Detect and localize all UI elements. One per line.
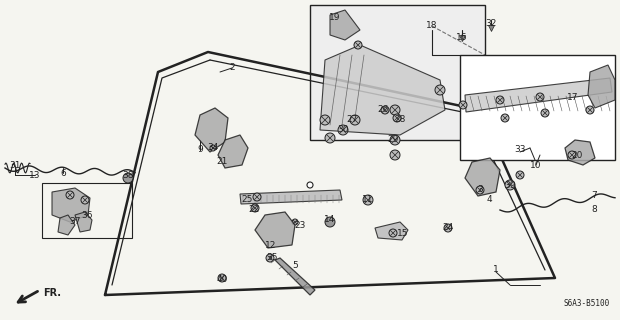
Text: 34: 34 [207, 143, 219, 153]
Circle shape [393, 114, 401, 122]
Circle shape [459, 101, 467, 109]
Circle shape [218, 274, 226, 282]
Circle shape [292, 219, 298, 225]
Circle shape [381, 106, 389, 114]
Circle shape [210, 145, 216, 151]
Text: 23: 23 [294, 220, 306, 229]
Polygon shape [195, 108, 228, 152]
Circle shape [435, 85, 445, 95]
Text: 39: 39 [504, 180, 516, 189]
Polygon shape [375, 222, 408, 240]
Circle shape [444, 224, 452, 232]
Polygon shape [330, 10, 360, 40]
Polygon shape [588, 65, 615, 108]
Text: 12: 12 [265, 241, 277, 250]
Text: 24: 24 [443, 223, 454, 233]
Circle shape [568, 151, 576, 159]
Text: 30: 30 [337, 125, 348, 134]
Circle shape [66, 191, 74, 199]
Text: 14: 14 [324, 215, 335, 225]
Text: 33: 33 [514, 146, 526, 155]
Text: FR.: FR. [43, 288, 61, 298]
Text: 16: 16 [456, 34, 467, 43]
Polygon shape [218, 135, 248, 168]
Text: 6: 6 [60, 169, 66, 178]
Circle shape [320, 115, 330, 125]
Circle shape [81, 196, 89, 204]
Text: 29: 29 [388, 135, 399, 145]
Text: 9: 9 [197, 146, 203, 155]
Text: 13: 13 [29, 171, 41, 180]
Circle shape [496, 96, 504, 104]
Polygon shape [75, 212, 92, 232]
Polygon shape [58, 215, 75, 235]
Polygon shape [465, 78, 612, 112]
Circle shape [253, 193, 261, 201]
Bar [310, 5, 485, 140]
Circle shape [476, 186, 484, 194]
Text: 2: 2 [229, 63, 235, 73]
Polygon shape [465, 158, 500, 196]
Bar [42, 183, 132, 238]
Circle shape [354, 41, 362, 49]
Text: 8: 8 [591, 205, 597, 214]
Text: 38: 38 [122, 171, 134, 180]
Text: 15: 15 [397, 228, 409, 237]
Text: 28: 28 [394, 116, 405, 124]
Circle shape [363, 195, 373, 205]
Circle shape [389, 229, 397, 237]
Circle shape [123, 173, 133, 183]
Text: S6A3-B5100: S6A3-B5100 [564, 299, 610, 308]
Circle shape [536, 93, 544, 101]
Text: 1: 1 [493, 266, 499, 275]
Text: 22: 22 [249, 205, 260, 214]
Bar [460, 55, 615, 160]
Text: 4: 4 [486, 196, 492, 204]
Polygon shape [275, 258, 315, 295]
Circle shape [501, 114, 509, 122]
Polygon shape [565, 140, 595, 165]
Polygon shape [255, 212, 295, 248]
Circle shape [390, 150, 400, 160]
Text: 18: 18 [427, 21, 438, 30]
Circle shape [505, 180, 515, 190]
Polygon shape [52, 188, 90, 222]
Circle shape [266, 254, 274, 262]
Circle shape [325, 133, 335, 143]
Text: 26: 26 [378, 106, 389, 115]
Text: 21: 21 [216, 157, 228, 166]
Text: 3: 3 [477, 186, 483, 195]
Polygon shape [240, 190, 342, 204]
Text: 5: 5 [292, 260, 298, 269]
Circle shape [350, 115, 360, 125]
Text: 40: 40 [216, 276, 228, 284]
Text: 11: 11 [362, 196, 374, 204]
Circle shape [307, 182, 313, 188]
Circle shape [338, 125, 348, 135]
Text: 27: 27 [347, 116, 358, 124]
Text: 35: 35 [266, 253, 278, 262]
Circle shape [541, 109, 549, 117]
Text: 32: 32 [485, 20, 497, 28]
Text: 20: 20 [571, 150, 583, 159]
Text: 10: 10 [530, 161, 542, 170]
Circle shape [251, 204, 259, 212]
Circle shape [586, 106, 594, 114]
Circle shape [325, 217, 335, 227]
Text: 25: 25 [241, 196, 253, 204]
Text: 36: 36 [81, 211, 93, 220]
Text: 37: 37 [69, 218, 81, 227]
Circle shape [516, 171, 524, 179]
Text: 7: 7 [591, 190, 597, 199]
Text: 31: 31 [9, 161, 20, 170]
Text: 19: 19 [329, 13, 341, 22]
Polygon shape [320, 45, 445, 135]
Circle shape [390, 135, 400, 145]
Text: 17: 17 [567, 93, 578, 102]
Circle shape [390, 105, 400, 115]
